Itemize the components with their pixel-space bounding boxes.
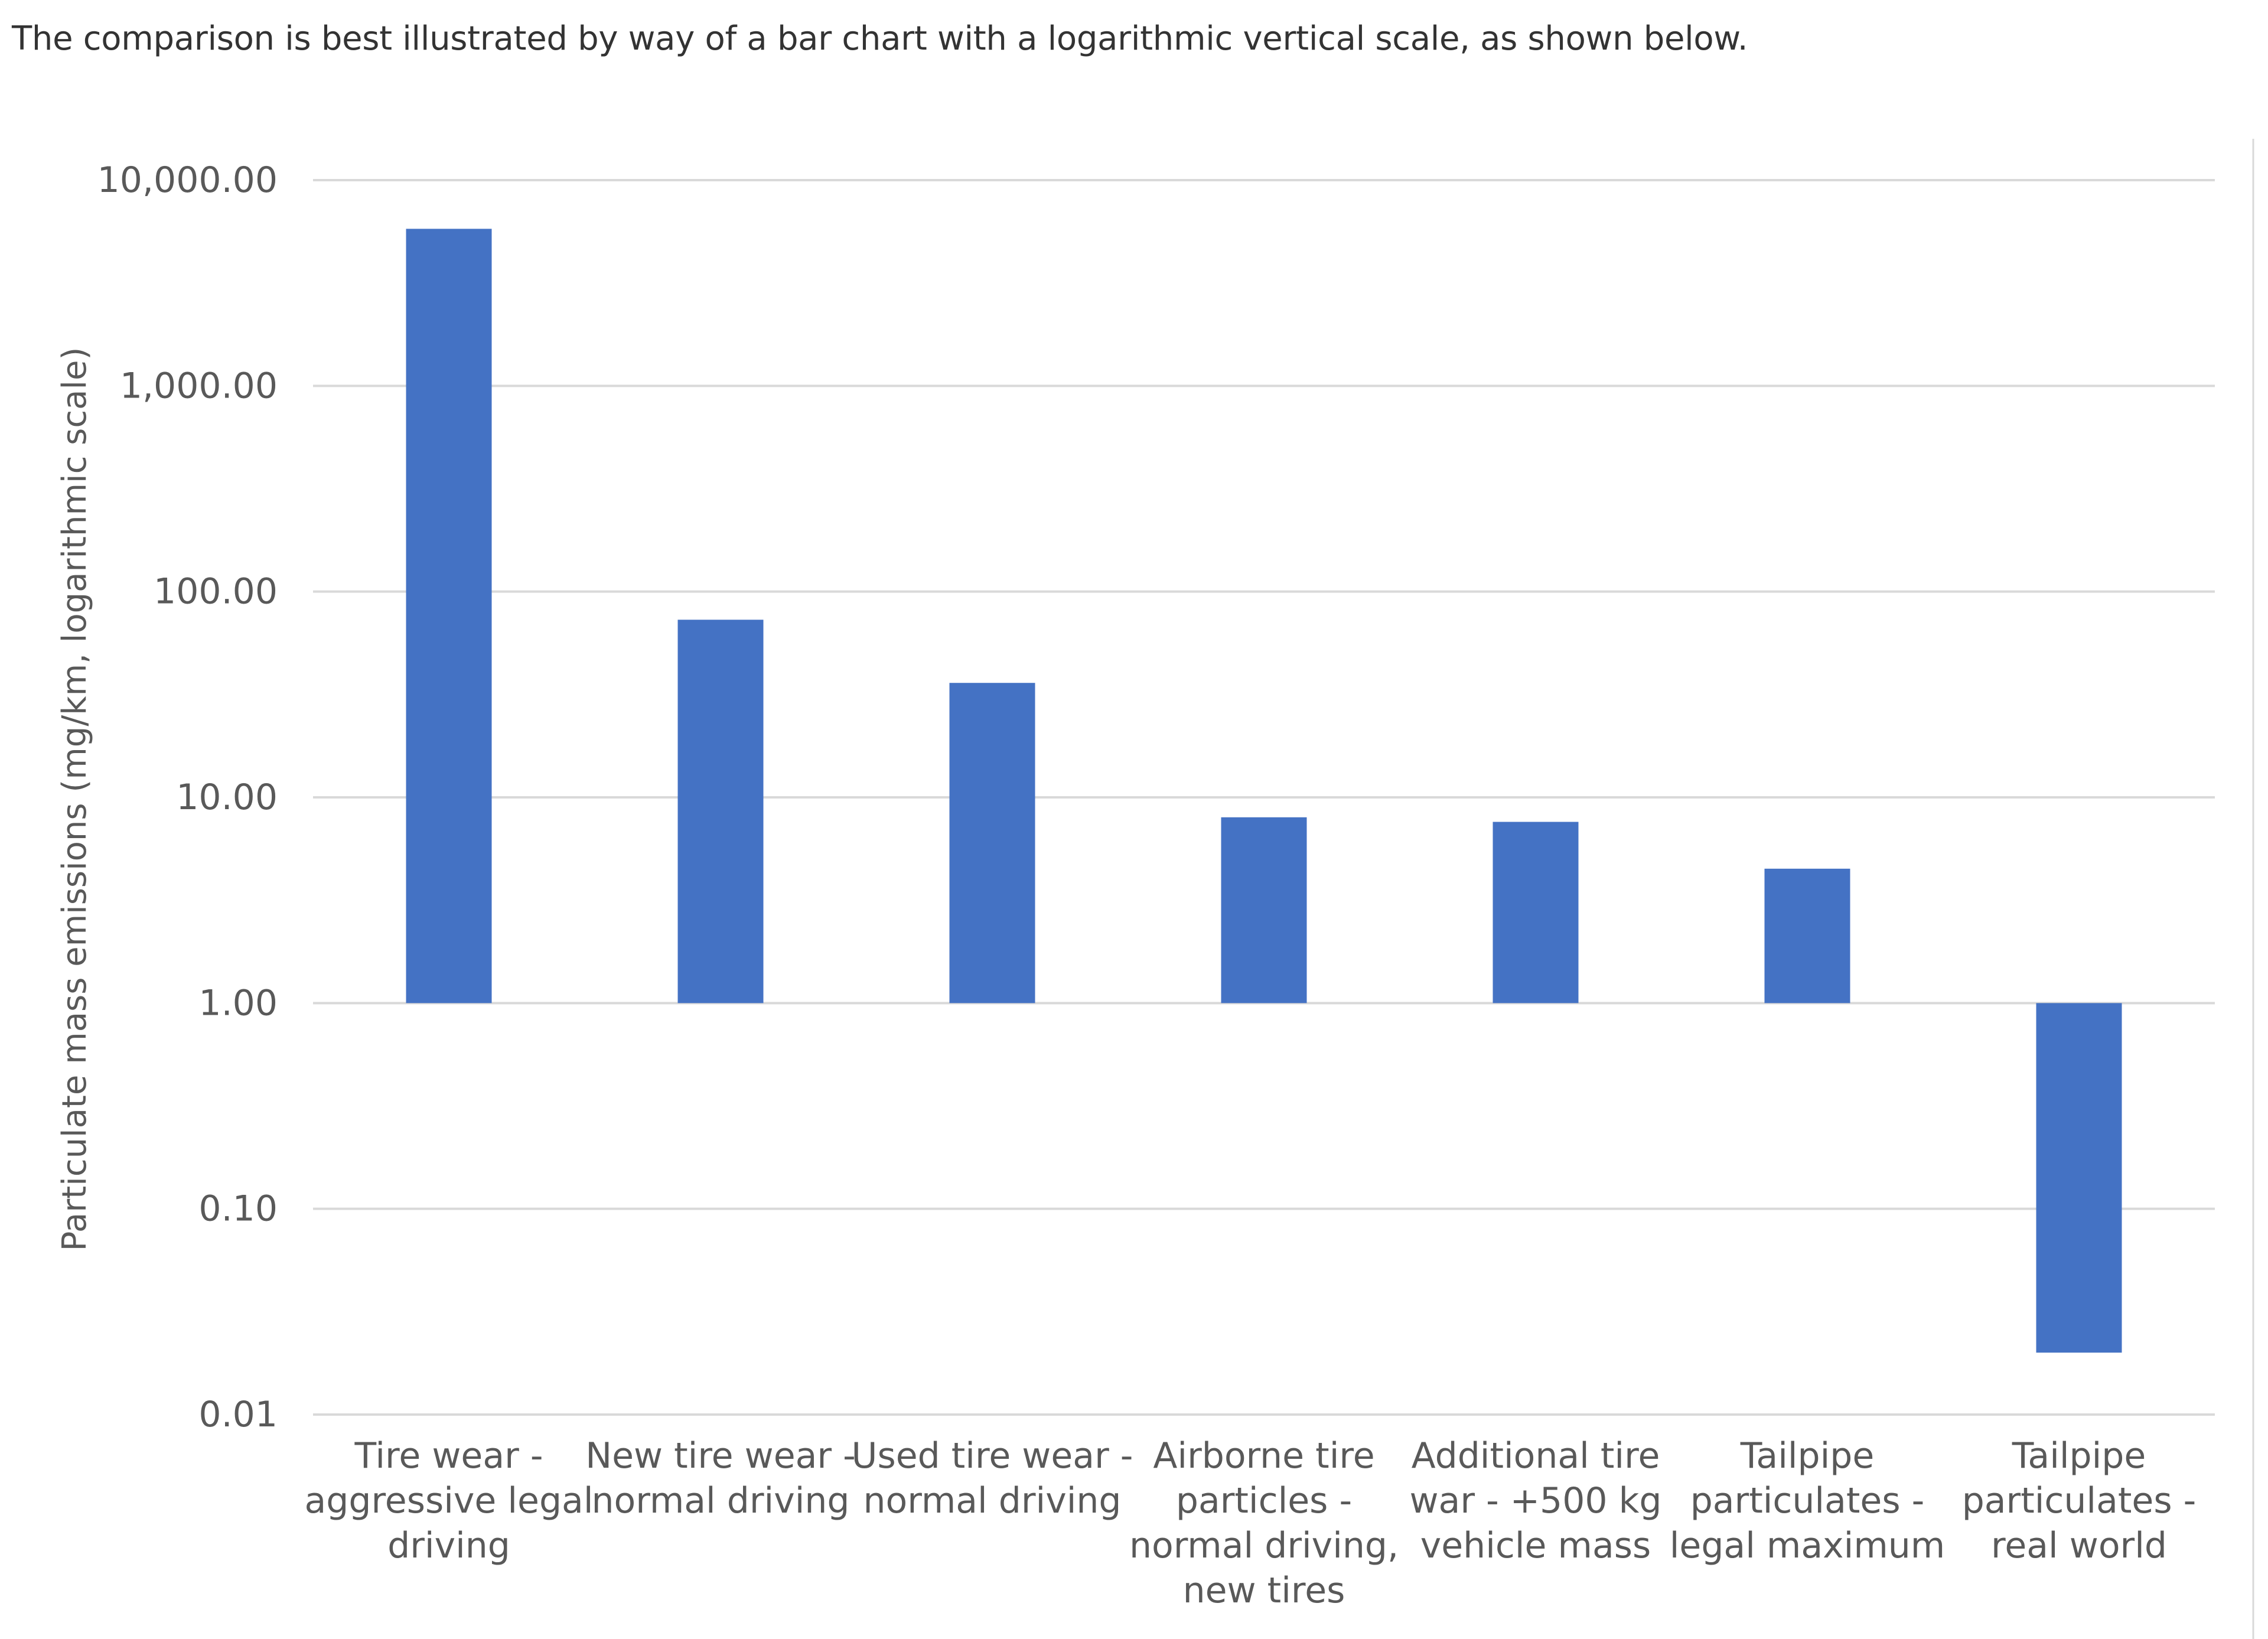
- bar: [1764, 868, 1850, 1003]
- bar: [1221, 817, 1307, 1003]
- x-category-label: Airborne tire particles -normal driving, n…: [1129, 1435, 1399, 1611]
- x-category-label: Additional tire war - +500 kg vehicle mass: [1409, 1435, 1661, 1566]
- bar: [2036, 1003, 2122, 1353]
- x-category-label: Tailpipe particulates -legal maximum: [1670, 1435, 1946, 1566]
- y-tick-label: 100.00: [154, 571, 278, 612]
- bar: [1493, 822, 1579, 1003]
- y-tick-label: 0.10: [198, 1188, 278, 1230]
- y-tick-label: 10.00: [176, 777, 278, 818]
- bars: [406, 229, 2122, 1353]
- bar: [677, 620, 764, 1003]
- x-category-label: Used tire wear -normal driving: [852, 1435, 1133, 1521]
- x-category-label: Tailpipe particulates -real world: [1962, 1435, 2197, 1566]
- intro-paragraph: The comparison is best illustrated by wa…: [12, 19, 1748, 58]
- gridlines: [313, 179, 2215, 1416]
- bar: [406, 229, 492, 1003]
- x-category-label: New tire wear -normal driving: [585, 1435, 856, 1521]
- bar: [949, 683, 1035, 1003]
- y-tick-label: 1,000.00: [120, 365, 278, 406]
- y-axis-tick-labels: 10,000.00 1,000.00 100.00 10.00 1.00 0.10 0.01: [97, 159, 278, 1435]
- y-axis-title: Particulate mass emissions (mg/km, logar…: [56, 347, 94, 1252]
- chart-frame: [2252, 139, 2254, 1639]
- y-tick-label: 1.00: [198, 982, 278, 1024]
- x-category-label: Tire wear -aggressive legal driving: [305, 1435, 594, 1566]
- y-tick-label: 0.01: [198, 1394, 278, 1435]
- y-tick-label: 10,000.00: [97, 159, 278, 201]
